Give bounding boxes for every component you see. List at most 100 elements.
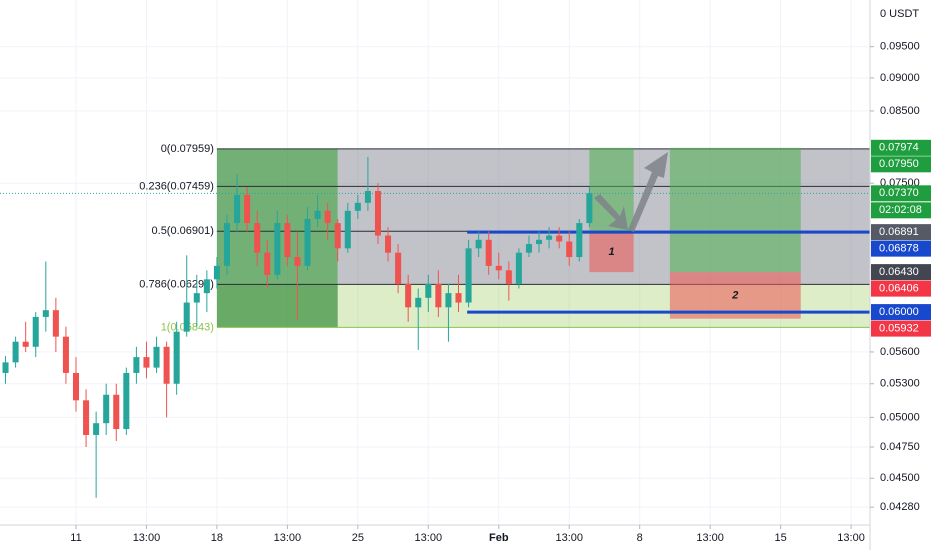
- price-badge-label: 0.05932: [879, 322, 919, 334]
- candle-body: [143, 357, 150, 368]
- target-zone: [669, 147, 801, 273]
- x-tick-label: 25: [352, 532, 364, 544]
- candle-body: [22, 341, 29, 347]
- price-badge-label: 0.06406: [879, 283, 919, 295]
- price-badge: [871, 185, 931, 202]
- y-tick-label: 0.09000: [880, 72, 920, 84]
- timer-label: 02:02:08: [879, 204, 922, 216]
- candle-body: [385, 235, 392, 253]
- candle-body: [203, 279, 210, 294]
- candle-body: [495, 265, 502, 271]
- candle-body: [465, 248, 472, 303]
- candle-body: [324, 210, 331, 224]
- currency-label: 0 USDT: [880, 8, 919, 20]
- price-badge-label: 0.07370: [879, 187, 919, 199]
- y-tick-label: 0.05300: [880, 378, 920, 390]
- candle-body: [334, 223, 341, 249]
- candle-body: [405, 283, 412, 308]
- candle-body: [566, 241, 573, 258]
- timer-badge: [871, 202, 931, 219]
- candle-body: [505, 270, 512, 284]
- x-tick-label: 13:00: [696, 532, 724, 544]
- candle-body: [93, 423, 100, 435]
- candle-body: [83, 400, 90, 435]
- y-tick-label: 0.09500: [880, 41, 920, 53]
- price-badge: [871, 224, 931, 241]
- fib-label: 0(0.07959): [161, 143, 214, 155]
- candle-body: [52, 310, 59, 337]
- candle-body: [193, 293, 200, 303]
- y-tick-label: 0.04500: [880, 472, 920, 484]
- candle-body: [213, 265, 220, 280]
- candle-body: [485, 239, 492, 266]
- x-tick-label: 13:00: [415, 532, 443, 544]
- x-tick-label: 13:00: [274, 532, 302, 544]
- candle-body: [12, 341, 19, 363]
- price-badge: [871, 139, 931, 156]
- candle-body: [133, 357, 140, 373]
- candle-body: [223, 223, 231, 266]
- candle-body: [546, 235, 553, 240]
- candle-body: [183, 302, 190, 332]
- candle-body: [395, 252, 402, 284]
- x-tick-label: 13:00: [837, 532, 865, 544]
- candle-body: [525, 244, 532, 253]
- price-badge: [871, 240, 931, 257]
- candle-body: [556, 235, 563, 242]
- x-tick-label: Feb: [489, 532, 509, 544]
- candle-body: [113, 394, 120, 430]
- candle-body: [455, 293, 462, 303]
- price-badge-label: 0.06891: [879, 226, 919, 238]
- stop-zone: [589, 232, 634, 273]
- candle-body: [294, 257, 301, 266]
- candle-body: [576, 223, 583, 258]
- position-label: 1: [608, 246, 614, 258]
- arrow: [594, 194, 628, 230]
- candle-body: [354, 202, 361, 211]
- price-badge: [871, 280, 931, 297]
- price-badge-label: 0.07950: [879, 158, 919, 170]
- candle-body: [364, 190, 371, 203]
- candle-body: [445, 293, 452, 308]
- grid: [0, 0, 870, 525]
- candle-body: [163, 346, 170, 384]
- candle-body: [153, 346, 160, 368]
- position-label: 2: [731, 289, 738, 301]
- price-badge: [871, 320, 931, 337]
- candle-body: [586, 193, 593, 224]
- candle-body: [515, 252, 522, 284]
- candle-body: [173, 331, 180, 384]
- price-badge: [871, 156, 931, 173]
- candle-body: [103, 394, 110, 424]
- candle-body: [234, 194, 241, 224]
- price-badge-label: 0.06000: [879, 306, 919, 318]
- candle-body: [344, 210, 351, 249]
- candle-body: [374, 190, 381, 236]
- candle-body: [244, 194, 251, 224]
- price-badge: [871, 264, 931, 281]
- price-badge: [871, 304, 931, 321]
- candle-body: [2, 362, 9, 373]
- candle-body: [254, 223, 261, 253]
- candle-body: [274, 223, 281, 275]
- candle-body: [304, 218, 311, 266]
- candle-body: [536, 239, 543, 245]
- candle-body: [415, 297, 422, 308]
- x-tick-label: 13:00: [133, 532, 161, 544]
- candle-body: [123, 372, 130, 430]
- axes: 0 USDT 0.095000.090000.085000.075000.056…: [70, 8, 919, 544]
- price-badge-label: 0.07974: [879, 142, 919, 154]
- candle-body: [425, 283, 432, 298]
- candle-body: [32, 316, 39, 347]
- candle-body: [264, 252, 271, 275]
- candle-body: [314, 210, 321, 219]
- y-tick-label: 0.05000: [880, 411, 920, 423]
- overlays: [594, 152, 668, 232]
- x-tick-label: 8: [637, 532, 643, 544]
- candle-body: [72, 372, 80, 401]
- y-tick-label: 0.05600: [880, 346, 920, 358]
- candle-body: [42, 310, 49, 317]
- x-tick-label: 13:00: [555, 532, 583, 544]
- price-badge-label: 0.06878: [879, 243, 919, 255]
